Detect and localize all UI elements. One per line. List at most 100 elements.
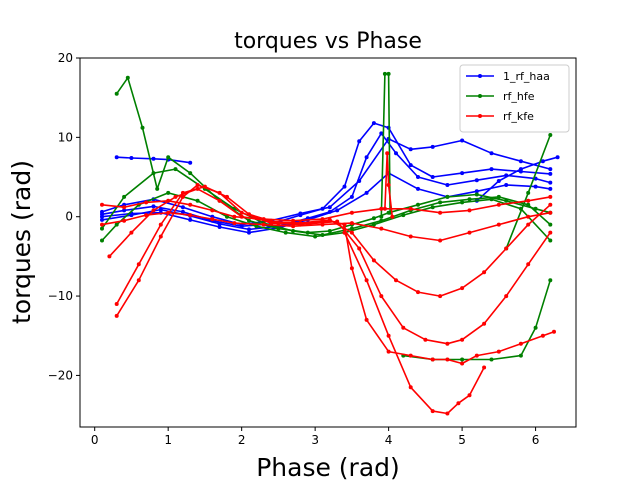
data-point [210, 217, 215, 222]
data-point [430, 144, 435, 149]
data-point [540, 333, 545, 338]
data-point [320, 217, 325, 222]
data-point [430, 175, 435, 179]
y-tick-label: −10 [48, 289, 73, 303]
data-point [382, 206, 387, 211]
data-point [496, 194, 501, 199]
data-point [100, 226, 104, 231]
data-point [136, 262, 141, 267]
data-point [445, 411, 450, 416]
data-point [438, 238, 443, 243]
x-axis: 0 1 2 3 4 5 6 [91, 427, 540, 447]
data-point [518, 167, 523, 172]
series-line [101, 196, 551, 222]
data-point [180, 194, 185, 199]
data-point [283, 230, 288, 235]
data-point [482, 321, 487, 326]
data-point [247, 212, 251, 217]
data-point [489, 357, 494, 362]
data-point [166, 210, 171, 215]
data-point [460, 138, 465, 143]
data-point [548, 230, 553, 235]
data-point [394, 278, 398, 283]
legend-label: rf_hfe [503, 90, 535, 103]
data-point [386, 183, 391, 187]
data-point [166, 198, 171, 203]
data-point [401, 213, 406, 218]
data-point [100, 217, 104, 222]
data-point [371, 216, 376, 221]
x-axis-title: Phase (rad) [256, 453, 400, 480]
data-point [291, 224, 296, 229]
data-point [114, 313, 119, 318]
data-point [357, 246, 362, 251]
data-point [225, 194, 229, 199]
data-point [100, 209, 104, 214]
y-tick-label: 10 [58, 130, 73, 144]
data-point [438, 294, 443, 299]
legend-marker [478, 74, 482, 78]
data-point [430, 205, 435, 210]
x-tick-label: 6 [532, 433, 540, 447]
data-point [445, 194, 450, 199]
data-point [401, 325, 406, 330]
data-point [188, 202, 193, 207]
data-point [467, 230, 472, 235]
data-point [349, 194, 354, 199]
data-point [357, 139, 362, 144]
data-point [254, 224, 259, 229]
legend-entry: rf_kfe [466, 110, 534, 123]
data-point [548, 194, 553, 199]
data-point [496, 349, 501, 354]
data-point [114, 302, 119, 306]
data-point [460, 337, 465, 342]
data-point [122, 205, 127, 210]
data-point [504, 294, 509, 299]
series-line [384, 152, 394, 217]
data-point [496, 202, 501, 207]
data-point [151, 156, 156, 161]
data-point [166, 190, 171, 195]
x-tick-label: 3 [311, 433, 319, 447]
data-point [386, 333, 391, 338]
data-point [140, 125, 145, 130]
data-point [371, 121, 376, 126]
data-point [144, 213, 149, 218]
data-point [408, 147, 413, 152]
data-point [232, 221, 237, 226]
data-point [382, 71, 387, 76]
data-point [298, 221, 303, 226]
data-point [379, 214, 384, 219]
data-point [195, 198, 200, 203]
data-point [438, 210, 443, 215]
series-line [116, 77, 551, 234]
data-point [364, 155, 369, 160]
y-tick-label: 0 [65, 210, 73, 224]
data-point [416, 202, 420, 207]
y-axis: −20 −10 0 10 20 [48, 51, 80, 382]
y-tick-label: −20 [48, 368, 73, 382]
data-point [474, 353, 479, 358]
series-line [108, 188, 551, 297]
series-rf_kfe [100, 151, 556, 416]
data-point [100, 214, 104, 219]
data-point [247, 227, 251, 232]
data-point [261, 217, 266, 222]
data-point [371, 222, 376, 227]
data-point [548, 222, 553, 227]
data-point [335, 219, 340, 224]
data-point [364, 278, 369, 283]
series-line [116, 185, 551, 345]
data-point [548, 202, 553, 207]
data-point [460, 200, 465, 205]
data-point [100, 238, 104, 243]
legend-entry: rf_hfe [466, 90, 535, 103]
data-point [379, 294, 384, 299]
data-point [291, 229, 296, 233]
chart-title: torques vs Phase [234, 29, 422, 54]
data-point [129, 230, 134, 235]
data-point [195, 183, 200, 187]
series-rf_hfe [100, 71, 553, 362]
data-point [335, 208, 340, 213]
data-point [445, 357, 450, 362]
